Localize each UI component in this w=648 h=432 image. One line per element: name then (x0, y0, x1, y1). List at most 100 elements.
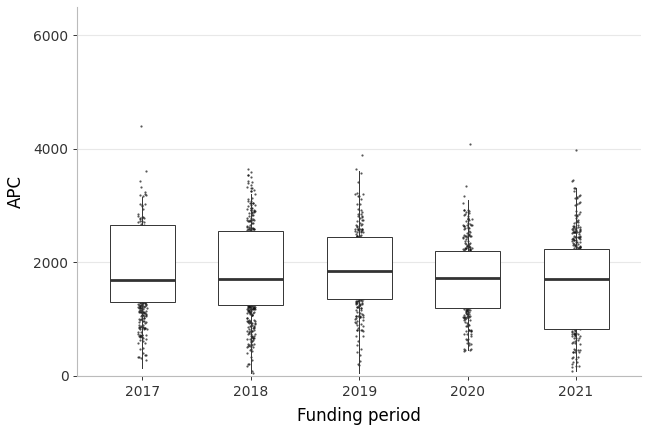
Point (459, 276, 470, 283)
Point (354, 258, 365, 265)
Point (356, 170, 366, 177)
Point (353, 291, 364, 298)
Point (246, 256, 256, 263)
Point (136, 243, 146, 250)
Point (459, 283, 469, 290)
Point (248, 266, 258, 273)
Point (249, 235, 259, 241)
Point (246, 340, 256, 347)
Point (249, 274, 259, 281)
Point (459, 290, 469, 297)
Point (568, 295, 578, 302)
Point (133, 302, 144, 308)
Point (571, 305, 581, 311)
Point (139, 296, 150, 303)
Point (466, 328, 476, 335)
Point (350, 285, 360, 292)
Point (571, 274, 581, 281)
Point (136, 322, 146, 329)
Point (243, 177, 253, 184)
Point (464, 244, 474, 251)
Point (245, 310, 255, 317)
Point (135, 323, 146, 330)
Point (460, 316, 470, 323)
Point (465, 279, 475, 286)
Point (567, 292, 577, 299)
Point (356, 280, 367, 287)
Point (356, 262, 366, 269)
Point (141, 272, 151, 279)
Point (572, 218, 582, 225)
Point (242, 267, 252, 274)
Point (246, 205, 256, 212)
Point (138, 237, 148, 244)
Point (136, 280, 146, 287)
Point (242, 282, 252, 289)
Point (465, 264, 475, 270)
Point (136, 253, 146, 260)
Point (355, 251, 365, 258)
Point (249, 276, 260, 283)
Point (352, 233, 362, 240)
Point (246, 328, 257, 335)
Point (572, 257, 583, 264)
Point (467, 258, 477, 265)
Point (458, 259, 469, 266)
Point (354, 248, 364, 254)
Point (242, 363, 252, 370)
Point (135, 305, 145, 311)
Point (139, 254, 150, 260)
Point (244, 303, 255, 310)
Point (568, 292, 579, 299)
Point (246, 268, 256, 275)
Point (355, 256, 365, 263)
Point (245, 289, 255, 296)
Point (566, 236, 577, 243)
Point (459, 296, 469, 303)
Point (135, 263, 145, 270)
Point (461, 336, 471, 343)
Point (569, 309, 579, 316)
Point (247, 342, 257, 349)
Point (246, 295, 256, 302)
Point (567, 256, 577, 263)
Point (244, 269, 255, 276)
Point (248, 252, 258, 259)
Point (138, 265, 148, 272)
Point (242, 303, 253, 310)
Point (464, 262, 474, 269)
Point (462, 285, 472, 292)
Point (570, 276, 581, 283)
Point (247, 283, 257, 290)
Point (244, 270, 255, 277)
Point (134, 323, 145, 330)
Point (137, 282, 147, 289)
Point (465, 293, 476, 300)
Point (354, 277, 364, 284)
Point (248, 280, 258, 286)
Point (573, 324, 583, 331)
Point (244, 242, 254, 249)
Point (465, 250, 476, 257)
Point (459, 267, 470, 274)
Point (356, 286, 366, 293)
Point (459, 270, 469, 277)
Point (569, 261, 579, 268)
Point (137, 255, 148, 262)
Point (575, 263, 585, 270)
Point (459, 303, 470, 310)
Point (358, 295, 369, 302)
Point (248, 250, 259, 257)
Point (357, 225, 367, 232)
Point (464, 295, 474, 302)
Point (242, 330, 253, 337)
Point (140, 320, 150, 327)
Point (351, 238, 361, 245)
Point (139, 276, 149, 283)
Point (242, 288, 252, 295)
Point (244, 258, 254, 265)
Point (133, 213, 143, 220)
Point (248, 282, 258, 289)
Point (141, 286, 151, 293)
Point (354, 264, 364, 271)
